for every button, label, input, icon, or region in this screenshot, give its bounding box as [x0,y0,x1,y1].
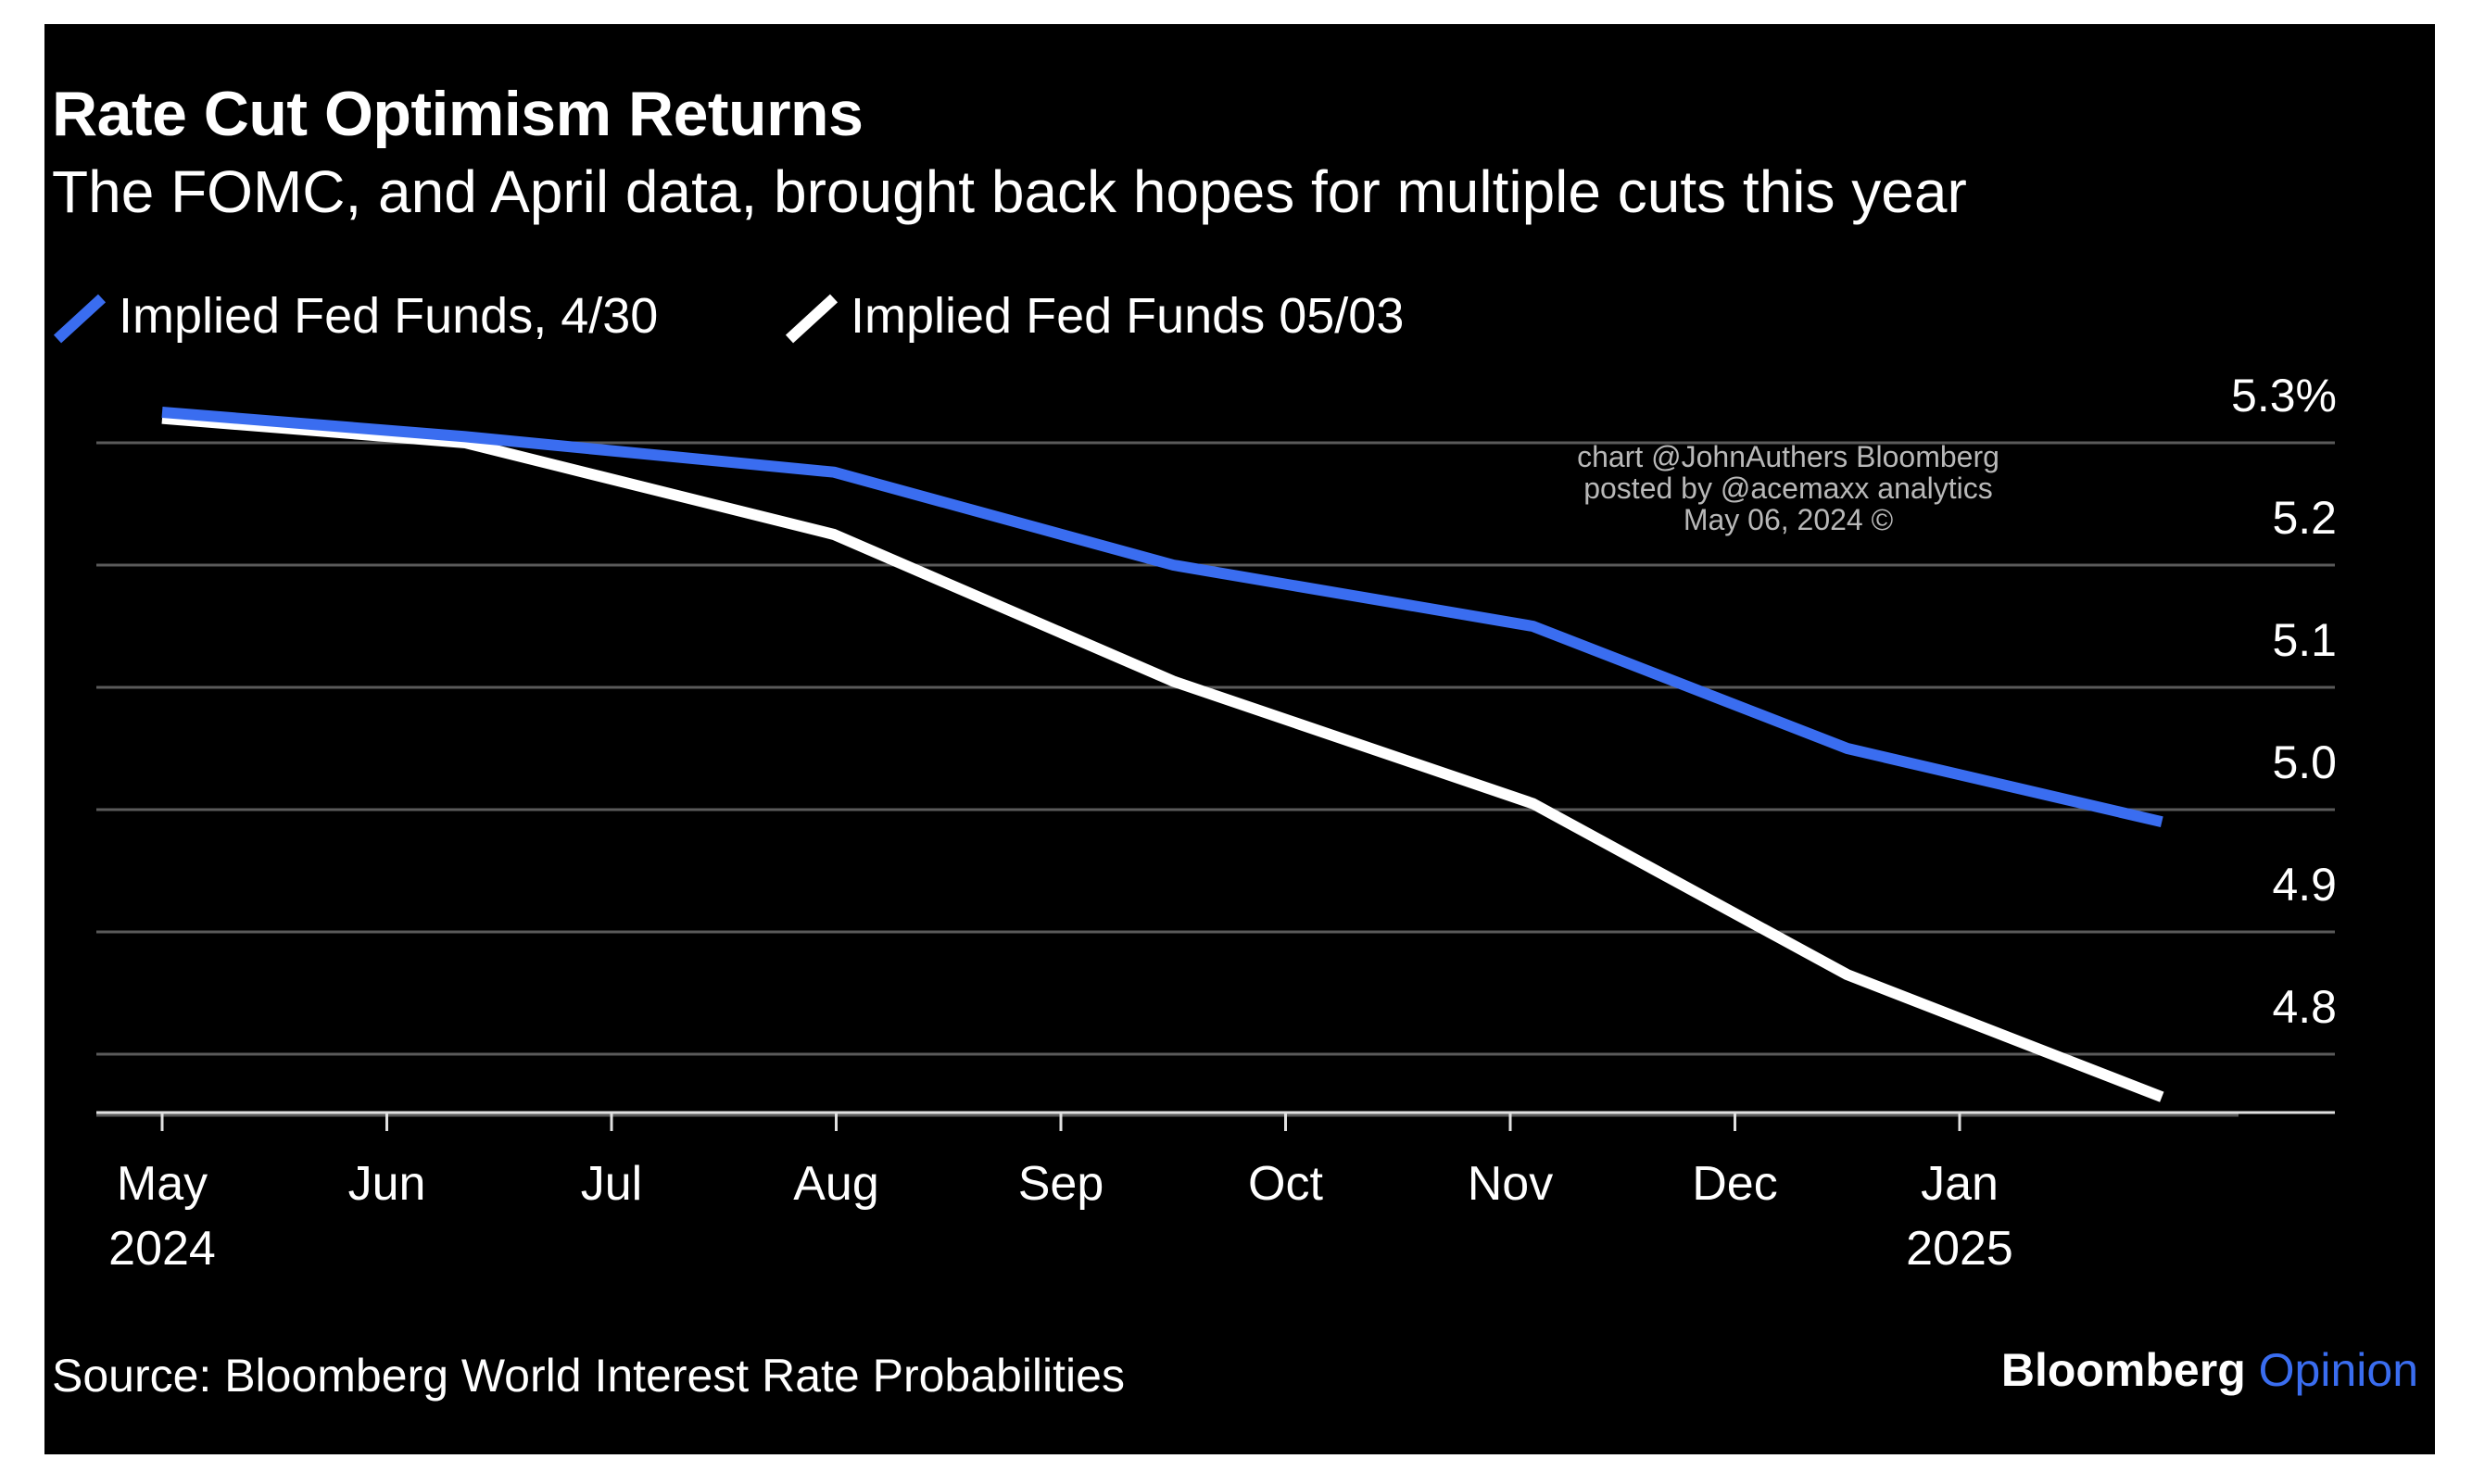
y-tick-label: 4.8 [2272,981,2337,1033]
y-tick-label: 5.3% [2231,370,2337,421]
y-tick-label: 4.9 [2272,859,2337,911]
legend-swatch-blue-icon [53,294,107,344]
series-lines [161,407,2164,1102]
legend-label-0503: Implied Fed Funds 05/03 [851,288,1405,344]
series-line [161,412,2164,1102]
series-line [161,407,2163,828]
x-tick-label: Sep [1018,1157,1104,1211]
x-axis: May 2024 Jun Jul Aug Sep Oct Nov Dec Jan 2025 [96,1111,2335,1276]
x-tick-label: Oct [1248,1157,1323,1211]
x-tick-label: Nov [1468,1157,1553,1211]
brand-part-1: Bloomberg [2000,1344,2246,1396]
brand-logo: Bloomberg Opinion [2001,1343,2418,1397]
x-tick-sublabel: 2025 [1906,1222,2013,1276]
y-axis-ticks: 5.3% 5.2 5.1 5.0 4.9 4.8 [2231,370,2337,1033]
chart-subtitle: The FOMC, and April data, brought back h… [52,158,1967,225]
legend-swatch-white-icon [785,294,839,344]
brand-part-2: Opinion [2258,1344,2418,1396]
x-tick-label: Jan [1921,1157,1999,1211]
x-tick-label: Jul [581,1157,642,1211]
y-tick-label: 5.0 [2272,736,2337,788]
x-tick-label: Dec [1692,1157,1777,1211]
x-tick-sublabel: 2024 [108,1222,216,1276]
source-note: Source: Bloomberg World Interest Rate Pr… [52,1350,1125,1402]
x-tick-label: Jun [348,1157,426,1211]
x-tick-label: May [117,1157,208,1211]
chart-panel [44,24,2435,1454]
credit-line-3: May 06, 2024 © [1683,503,1894,536]
gridlines [96,441,2335,1117]
y-tick-label: 5.1 [2272,614,2337,666]
legend-label-430: Implied Fed Funds, 4/30 [119,288,659,344]
chart-title: Rate Cut Optimism Returns [52,79,864,149]
y-tick-label: 5.2 [2272,492,2337,544]
x-tick-label: Aug [793,1157,879,1211]
credit-line-2: posted by @acemaxx analytics [1583,472,1993,505]
credit-line-1: chart @JohnAuthers Bloomberg [1577,440,1999,473]
watermark-credit: chart @JohnAuthers Bloomberg posted by @… [1445,441,2131,535]
